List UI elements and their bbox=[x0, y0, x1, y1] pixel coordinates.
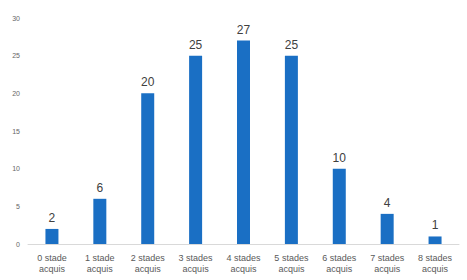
svg-text:25: 25 bbox=[12, 52, 20, 59]
svg-text:acquis: acquis bbox=[183, 264, 210, 274]
svg-text:1 stade: 1 stade bbox=[85, 253, 115, 263]
svg-text:15: 15 bbox=[12, 128, 20, 135]
svg-text:7 stades: 7 stades bbox=[370, 253, 405, 263]
svg-text:acquis: acquis bbox=[278, 264, 305, 274]
svg-text:4: 4 bbox=[384, 196, 391, 210]
svg-text:acquis: acquis bbox=[230, 264, 257, 274]
svg-text:acquis: acquis bbox=[422, 264, 449, 274]
svg-text:20: 20 bbox=[141, 75, 155, 89]
svg-text:10: 10 bbox=[333, 151, 347, 165]
svg-text:acquis: acquis bbox=[135, 264, 162, 274]
svg-text:4 stades: 4 stades bbox=[226, 253, 261, 263]
svg-text:6 stades: 6 stades bbox=[322, 253, 357, 263]
svg-text:acquis: acquis bbox=[39, 264, 66, 274]
svg-text:1: 1 bbox=[432, 218, 439, 232]
svg-text:2 stades: 2 stades bbox=[131, 253, 166, 263]
svg-text:3 stades: 3 stades bbox=[179, 253, 214, 263]
svg-text:acquis: acquis bbox=[87, 264, 114, 274]
svg-text:20: 20 bbox=[12, 90, 20, 97]
svg-text:30: 30 bbox=[12, 15, 20, 22]
svg-text:10: 10 bbox=[12, 165, 20, 172]
svg-text:27: 27 bbox=[237, 23, 251, 37]
svg-text:5 stades: 5 stades bbox=[274, 253, 309, 263]
svg-text:6: 6 bbox=[96, 181, 103, 195]
svg-text:0 stade: 0 stade bbox=[37, 253, 67, 263]
svg-text:25: 25 bbox=[189, 38, 203, 52]
svg-text:acquis: acquis bbox=[374, 264, 401, 274]
svg-text:0: 0 bbox=[16, 241, 20, 248]
svg-text:acquis: acquis bbox=[326, 264, 353, 274]
svg-text:25: 25 bbox=[285, 38, 299, 52]
svg-text:5: 5 bbox=[16, 203, 20, 210]
svg-text:8 stades: 8 stades bbox=[418, 253, 453, 263]
svg-text:2: 2 bbox=[49, 211, 56, 225]
